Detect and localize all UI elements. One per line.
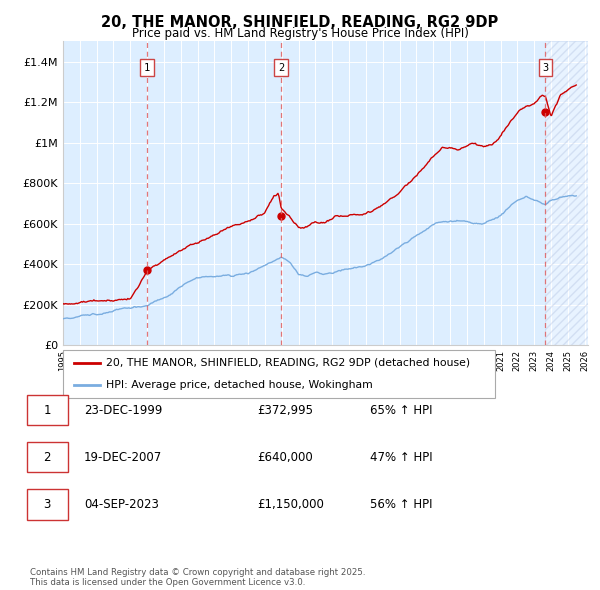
Text: 20, THE MANOR, SHINFIELD, READING, RG2 9DP: 20, THE MANOR, SHINFIELD, READING, RG2 9…	[101, 15, 499, 30]
Text: 2: 2	[44, 451, 51, 464]
Text: £1,150,000: £1,150,000	[257, 498, 323, 511]
Bar	[545, 41, 588, 345]
Text: £640,000: £640,000	[257, 451, 313, 464]
Text: 1: 1	[44, 404, 51, 417]
Text: 3: 3	[542, 63, 548, 73]
FancyBboxPatch shape	[28, 489, 68, 520]
Text: Price paid vs. HM Land Registry's House Price Index (HPI): Price paid vs. HM Land Registry's House …	[131, 27, 469, 40]
Text: HPI: Average price, detached house, Wokingham: HPI: Average price, detached house, Woki…	[106, 380, 373, 390]
Text: 19-DEC-2007: 19-DEC-2007	[84, 451, 162, 464]
Text: 56% ↑ HPI: 56% ↑ HPI	[370, 498, 433, 511]
Text: 20, THE MANOR, SHINFIELD, READING, RG2 9DP (detached house): 20, THE MANOR, SHINFIELD, READING, RG2 9…	[106, 358, 470, 368]
Text: 23-DEC-1999: 23-DEC-1999	[84, 404, 163, 417]
FancyBboxPatch shape	[28, 442, 68, 473]
Text: 65% ↑ HPI: 65% ↑ HPI	[370, 404, 433, 417]
Text: 47% ↑ HPI: 47% ↑ HPI	[370, 451, 433, 464]
Text: Contains HM Land Registry data © Crown copyright and database right 2025.
This d: Contains HM Land Registry data © Crown c…	[30, 568, 365, 587]
Text: 3: 3	[44, 498, 51, 511]
Text: 04-SEP-2023: 04-SEP-2023	[84, 498, 159, 511]
Text: 2: 2	[278, 63, 284, 73]
Text: 1: 1	[143, 63, 150, 73]
Text: £372,995: £372,995	[257, 404, 313, 417]
FancyBboxPatch shape	[63, 350, 495, 398]
FancyBboxPatch shape	[28, 395, 68, 425]
